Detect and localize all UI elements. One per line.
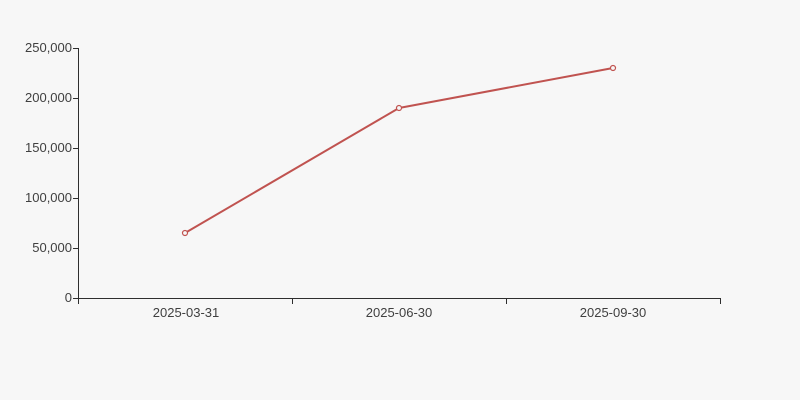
y-tick-label: 200,000 <box>25 90 72 105</box>
y-tick-label: 150,000 <box>25 140 72 155</box>
x-tick-label: 2025-09-30 <box>579 305 647 320</box>
series-line <box>184 67 614 234</box>
data-point-marker[interactable] <box>395 104 403 112</box>
data-point-marker[interactable] <box>609 64 617 72</box>
x-tick-label: 2025-03-31 <box>152 305 220 320</box>
x-tick-label: 2025-06-30 <box>365 305 433 320</box>
data-point-marker[interactable] <box>181 229 189 237</box>
y-tick-label: 100,000 <box>25 190 72 205</box>
y-tick-label: 50,000 <box>32 240 72 255</box>
y-tick-label: 250,000 <box>25 40 72 55</box>
y-tick-label: 0 <box>64 290 72 305</box>
